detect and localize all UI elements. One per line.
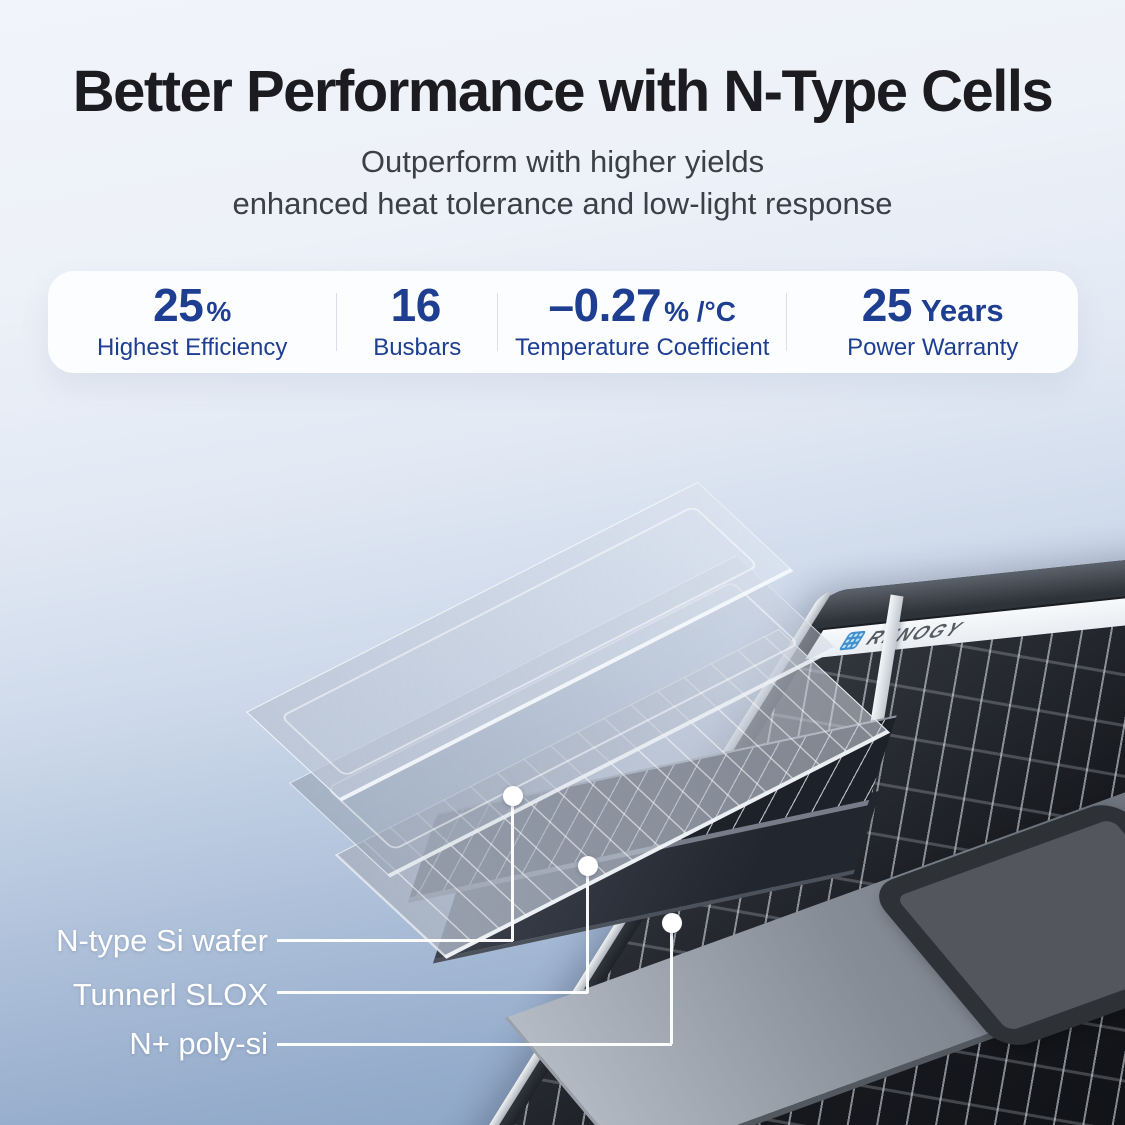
stat-value: 25 bbox=[861, 279, 913, 331]
stat-value-row: 25 Years bbox=[862, 282, 1004, 328]
stat-value-row: –0.27 % /°C bbox=[548, 282, 736, 328]
stat-label: Busbars bbox=[373, 334, 462, 361]
stats-card: 25 % Highest Efficiency 16 Busbars –0.27… bbox=[48, 271, 1078, 373]
page-title: Better Performance with N-Type Cells bbox=[72, 59, 1054, 124]
layer-label-n-type-si-wafer: N-type Si wafer bbox=[56, 923, 268, 958]
callout-dot-1 bbox=[503, 786, 523, 806]
stat-value-row: 16 bbox=[391, 282, 444, 328]
stat-divider bbox=[336, 293, 338, 351]
stat-power-warranty: 25 Years Power Warranty bbox=[787, 282, 1078, 362]
stat-divider bbox=[786, 293, 788, 351]
stat-label: Temperature Coefficient bbox=[515, 334, 770, 361]
stat-divider bbox=[497, 293, 499, 351]
stat-value: 25 bbox=[153, 279, 204, 331]
stat-value: 16 bbox=[390, 279, 442, 331]
stat-suffix: % /°C bbox=[664, 296, 736, 327]
leader-line-vertical-3 bbox=[670, 927, 673, 1044]
leader-line-horizontal-3 bbox=[277, 1043, 672, 1046]
stat-suffix: Years bbox=[920, 293, 1004, 328]
stat-suffix: % bbox=[206, 296, 232, 327]
leader-line-horizontal-1 bbox=[277, 939, 513, 942]
page-subtitle: Outperform with higher yields enhanced h… bbox=[0, 141, 1125, 225]
leader-line-vertical-2 bbox=[586, 870, 589, 993]
callout-dot-2 bbox=[578, 856, 598, 876]
layer-label-tunnel-slox: Tunnerl SLOX bbox=[72, 977, 268, 1012]
leader-line-horizontal-2 bbox=[277, 991, 588, 994]
callout-dot-3 bbox=[662, 913, 682, 933]
stat-highest-efficiency: 25 % Highest Efficiency bbox=[48, 282, 336, 362]
stat-busbars: 16 Busbars bbox=[337, 282, 497, 362]
stat-value: –0.27 bbox=[548, 279, 662, 331]
stat-label: Highest Efficiency bbox=[97, 334, 288, 361]
subtitle-line-2: enhanced heat tolerance and low-light re… bbox=[232, 186, 893, 221]
stat-temperature-coefficient: –0.27 % /°C Temperature Coefficient bbox=[498, 282, 786, 362]
layer-label-n-poly-si: N+ poly-si bbox=[129, 1026, 268, 1061]
subtitle-line-1: Outperform with higher yields bbox=[360, 144, 765, 179]
leader-line-vertical-1 bbox=[511, 800, 514, 941]
stat-label: Power Warranty bbox=[847, 334, 1019, 361]
stat-value-row: 25 % bbox=[153, 282, 231, 328]
